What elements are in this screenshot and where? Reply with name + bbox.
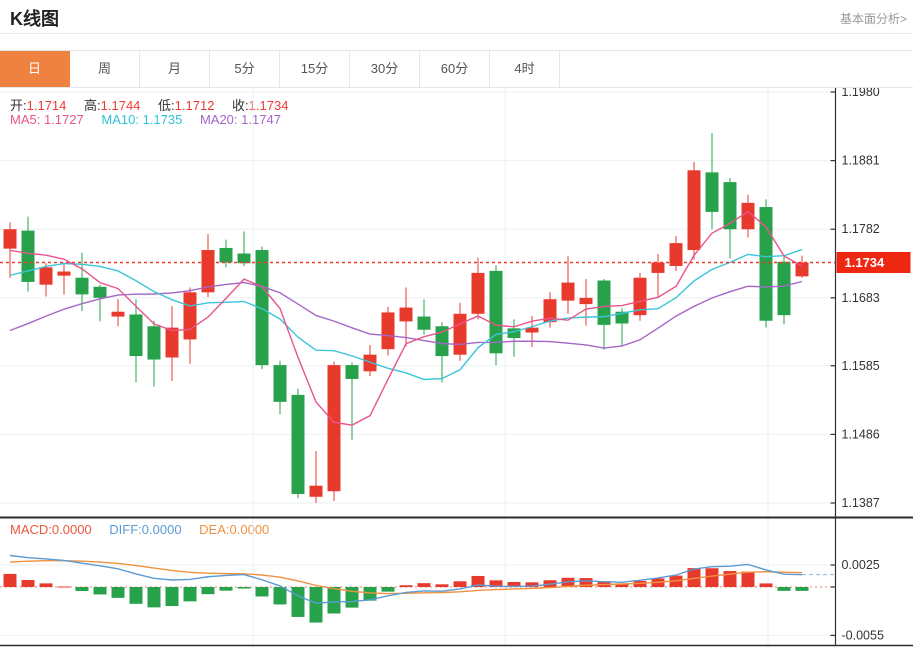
title-divider bbox=[0, 33, 913, 34]
tab-30min[interactable]: 30分 bbox=[350, 51, 420, 87]
dea-line bbox=[9, 559, 803, 595]
diff-value: 0.0000 bbox=[141, 522, 182, 537]
ma20-label: MA20: bbox=[199, 112, 238, 127]
diff-label: DIFF: bbox=[109, 522, 142, 537]
ma10-value: 1.1735 bbox=[142, 112, 183, 127]
ohlc-legend: 开:1.1714 高:1.1744 低:1.1712 收:1.1734 bbox=[10, 95, 302, 114]
ma20-value: 1.1747 bbox=[241, 112, 281, 127]
open-label: 开: bbox=[10, 98, 27, 113]
low-label: 低: bbox=[158, 98, 175, 113]
price-tick-label: 1.1683 bbox=[842, 291, 880, 305]
tab-week[interactable]: 周 bbox=[70, 51, 140, 87]
kline-svg: 1.1980 1.1881 1.1782 1.1683 1.1585 1.1486 1.13… bbox=[0, 85, 913, 647]
macd-legend: MACD:0.0000 DIFF:0.0000 DEA:0.0000 bbox=[10, 522, 283, 537]
ma-legend: MA5: 1.1727 MA10: 1.1735 MA20: 1.1747 bbox=[10, 112, 295, 127]
tab-4hour[interactable]: 4时 bbox=[490, 51, 560, 87]
dea-label: DEA: bbox=[199, 522, 230, 537]
dea-value: 0.0000 bbox=[229, 522, 270, 537]
candles-layer bbox=[3, 132, 809, 504]
ma5-value: 1.1727 bbox=[43, 112, 84, 127]
close-value: 1.1734 bbox=[248, 98, 289, 113]
macd-tick-label: 0.0025 bbox=[842, 558, 880, 572]
price-tick-label: 1.1585 bbox=[842, 359, 880, 373]
last-price-badge: 1.1734 bbox=[836, 252, 911, 274]
fundamental-analysis-link[interactable]: 基本面分析> bbox=[839, 12, 907, 26]
high-label: 高: bbox=[84, 98, 101, 113]
grid-layer bbox=[0, 88, 836, 646]
axes-layer: 1.1980 1.1881 1.1782 1.1683 1.1585 1.1486 1.13… bbox=[0, 85, 913, 647]
ma5-line bbox=[9, 210, 803, 426]
high-value: 1.1744 bbox=[100, 98, 141, 113]
tab-60min[interactable]: 60分 bbox=[420, 51, 490, 87]
kline-chart[interactable]: 1.1980 1.1881 1.1782 1.1683 1.1585 1.1486 1.13… bbox=[0, 85, 913, 650]
ma10-line bbox=[9, 248, 803, 381]
macd-label: MACD: bbox=[10, 522, 52, 537]
period-tabbar: 日 周 月 5分 15分 30分 60分 4时 bbox=[0, 50, 913, 88]
close-label: 收: bbox=[232, 98, 249, 113]
page-title: K线图 bbox=[10, 9, 59, 29]
open-value: 1.1714 bbox=[26, 98, 67, 113]
tab-15min[interactable]: 15分 bbox=[280, 51, 350, 87]
tab-day[interactable]: 日 bbox=[0, 51, 70, 87]
price-tick-label: 1.1387 bbox=[842, 496, 880, 510]
price-tick-label: 1.1980 bbox=[842, 88, 880, 99]
tab-month[interactable]: 月 bbox=[140, 51, 210, 87]
price-tick-label: 1.1782 bbox=[842, 222, 880, 236]
macd-value: 0.0000 bbox=[51, 522, 92, 537]
ma10-label: MA10: bbox=[101, 112, 139, 127]
ma20-line bbox=[9, 280, 803, 349]
last-price-badge-text: 1.1734 bbox=[845, 255, 886, 270]
tab-5min[interactable]: 5分 bbox=[210, 51, 280, 87]
diff-line bbox=[9, 554, 803, 604]
price-tick-label: 1.1486 bbox=[842, 427, 880, 441]
price-tick-label: 1.1881 bbox=[842, 154, 880, 168]
ma5-label: MA5: bbox=[10, 112, 41, 127]
macd-histogram bbox=[3, 568, 809, 623]
low-value: 1.1712 bbox=[174, 98, 215, 113]
macd-tick-label: -0.0055 bbox=[842, 628, 884, 642]
